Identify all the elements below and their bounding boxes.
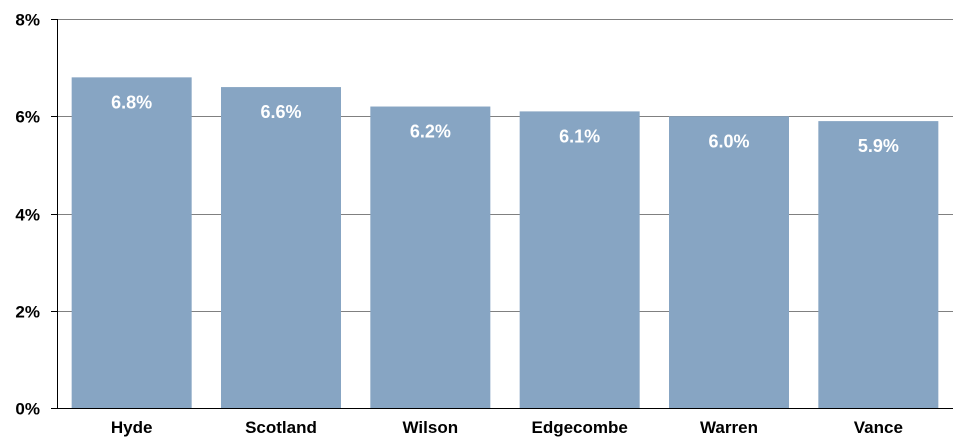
x-category-labels: Hyde Scotland Wilson Edgecombe Warren Vance [111,418,903,437]
bar-edgecombe [519,111,640,408]
x-category-label: Wilson [403,418,459,437]
x-category-label: Hyde [111,418,153,437]
data-label: 6.6% [260,102,301,122]
x-category-label: Vance [854,418,903,437]
y-tick-label: 4% [15,206,40,225]
bar-scotland [221,87,341,408]
bar-vance [818,121,939,409]
bar-warren [669,116,789,408]
x-category-label: Scotland [245,418,317,437]
data-label: 6.0% [708,131,749,151]
y-tick-label: 2% [15,303,40,322]
bar-wilson [370,106,491,409]
data-label: 5.9% [858,136,899,156]
bar-hyde [71,77,192,408]
data-label: 6.2% [410,122,451,142]
y-tick-label: 8% [15,11,40,30]
data-label: 6.8% [111,92,152,112]
x-category-label: Warren [700,418,758,437]
data-labels: 6.8% 6.6% 6.2% 6.1% 6.0% 5.9% [111,92,899,156]
data-label: 6.1% [559,126,600,146]
gridlines [57,19,953,312]
bars [71,77,939,409]
x-category-label: Edgecombe [531,418,627,437]
y-tick-label: 6% [15,108,40,127]
axes [57,19,953,409]
y-tick-labels: 0% 2% 4% 6% 8% [15,11,57,419]
y-tick-label: 0% [15,400,40,419]
